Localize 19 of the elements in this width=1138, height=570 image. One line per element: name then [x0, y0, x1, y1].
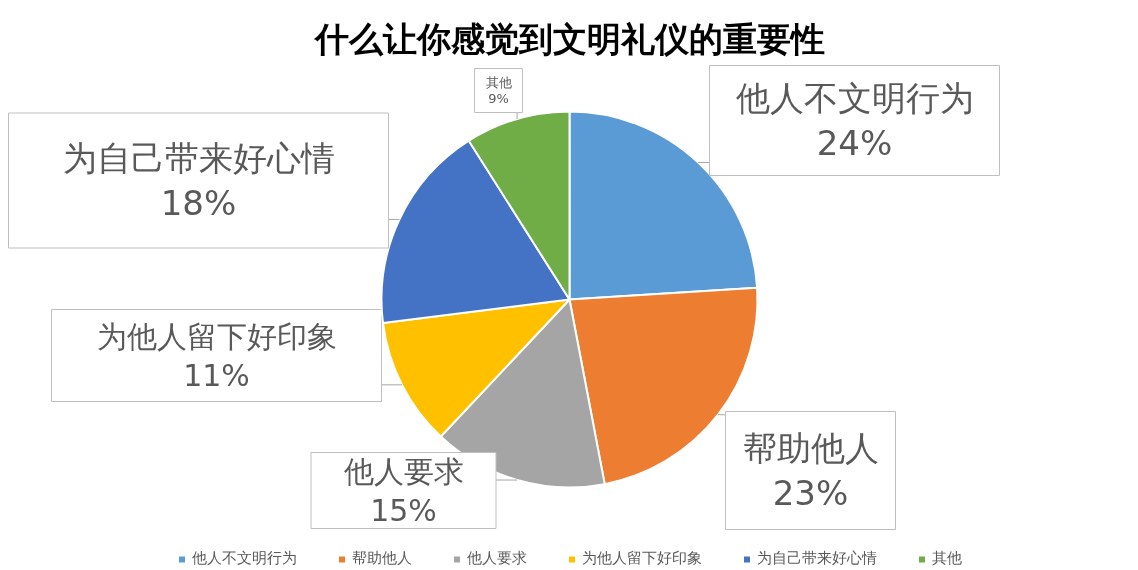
slice-label: 他人要求 — [343, 453, 464, 489]
slice-label: 为他人留下好印象 — [96, 318, 337, 354]
chart-title: 什么让你感觉到文明礼仪的重要性 — [312, 18, 825, 59]
legend-label: 他人要求 — [466, 549, 527, 568]
legend-label: 其他 — [931, 549, 962, 568]
legend-label: 帮助他人 — [351, 549, 412, 568]
data-label: 24% — [816, 122, 893, 163]
data-label: 9% — [488, 91, 509, 107]
slice-label: 帮助他人 — [742, 428, 879, 469]
legend-label: 他人不文明行为 — [191, 549, 297, 568]
slice-label: 其他 — [485, 74, 512, 90]
data-label: 18% — [160, 182, 237, 223]
data-label: 15% — [370, 492, 437, 528]
slice-label: 他人不文明行为 — [735, 78, 974, 119]
data-label: 11% — [183, 357, 250, 393]
slice-label: 为自己带来好心情 — [62, 138, 335, 179]
legend-label: 为他人留下好印象 — [581, 549, 702, 568]
data-label: 23% — [772, 472, 849, 513]
legend-label: 为自己带来好心情 — [756, 549, 877, 568]
